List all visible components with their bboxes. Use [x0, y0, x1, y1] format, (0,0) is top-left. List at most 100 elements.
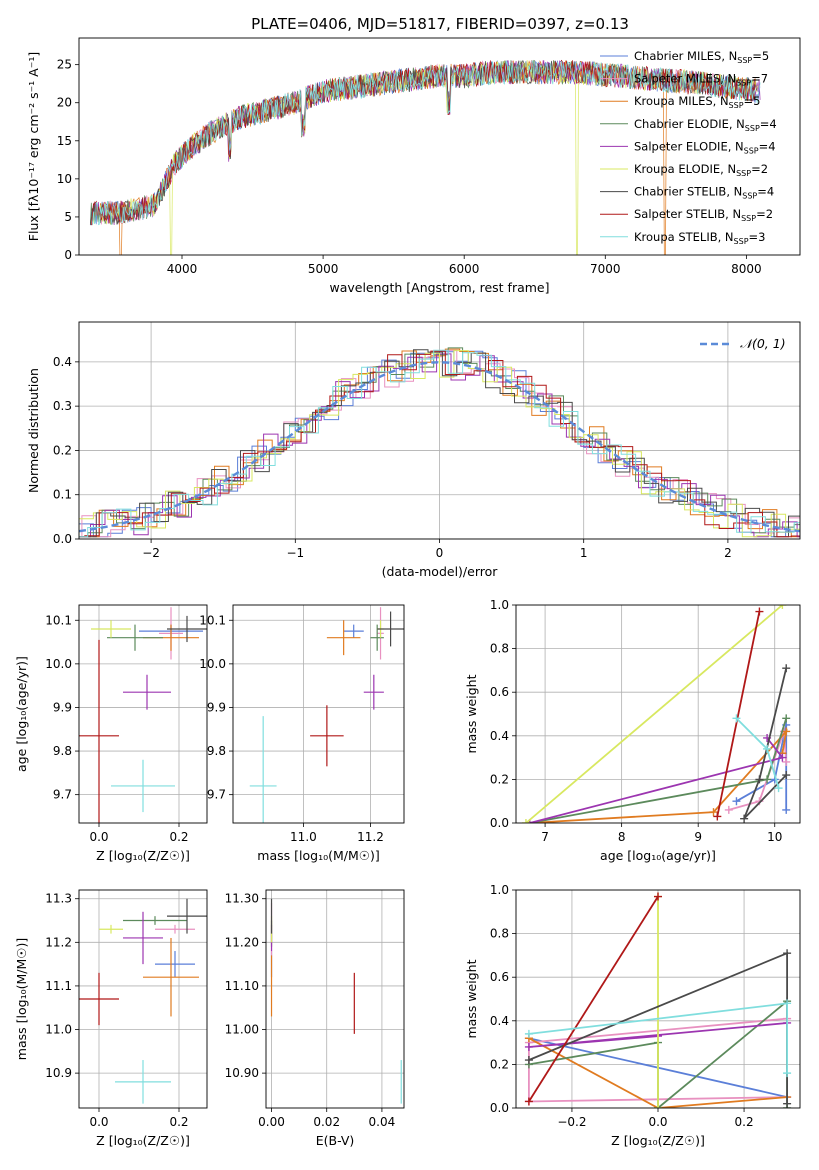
plot-area — [79, 890, 207, 1108]
weight-marker — [732, 797, 741, 806]
weight-marker — [778, 605, 787, 609]
tick-label-y: 0.6 — [490, 970, 509, 984]
errorbar-point — [155, 951, 195, 978]
tick-label-x: 0.0 — [648, 1115, 667, 1129]
tick-label-y: 9.7 — [53, 788, 72, 802]
legend-entry: Chabrier MILES, NSSP=5 — [634, 49, 769, 65]
errorbar-point — [167, 898, 207, 934]
errorbar-point — [310, 705, 344, 767]
legend-subscript: SSP — [741, 214, 756, 223]
axes-frame — [515, 889, 801, 1109]
weight-line — [528, 896, 659, 1102]
spectrum-line — [89, 59, 758, 226]
histogram-step — [79, 353, 800, 538]
weight-marker — [783, 999, 792, 1008]
tick-label-y: 0.8 — [490, 927, 509, 941]
tick-label-y: 10.0 — [45, 657, 72, 671]
normal-curve — [79, 361, 800, 533]
tick-label-y: 15 — [57, 134, 72, 148]
tick-label-x: 0.0 — [89, 1115, 108, 1129]
tick-label-y: 11.1 — [45, 979, 72, 993]
axis-label-x: Z [log₁₀(Z/Z☉)] — [96, 1133, 190, 1148]
weight-marker — [740, 814, 749, 823]
weight-marker — [654, 1104, 662, 1108]
weight-line — [528, 1037, 788, 1108]
legend-entry: Kroupa ELODIE, NSSP=2 — [634, 162, 768, 178]
panel-spectrum: 4000 5000 6000 7000 8000 0 5 10 15 20 25 wavelength… — [26, 37, 801, 295]
weight-marker — [783, 1069, 792, 1078]
tick-label-y: 0 — [64, 248, 72, 262]
tick-label-x: 5000 — [308, 262, 339, 276]
plot-area — [266, 890, 404, 1108]
errorbar-point — [99, 924, 123, 934]
axis-label-x: mass [log₁₀(M/M☉)] — [257, 848, 379, 863]
tick-label-x: 0.2 — [169, 830, 188, 844]
legend-subscript: SSP — [736, 169, 751, 178]
figure-title: PLATE=0406, MJD=51817, FIBERID=0397, z=0… — [251, 15, 629, 33]
tick-label-y: 11.00 — [225, 1023, 259, 1037]
tick-label-x: 9 — [694, 830, 702, 844]
legend-value: =7 — [751, 72, 768, 86]
panel-weight-vs-age: 7 8 9 10 0.0 0.2 0.4 0.6 0.8 1.0 age [log₁₀(age/yr… — [464, 598, 801, 863]
legend-subscript: SSP — [736, 79, 751, 88]
spectrum-line — [92, 60, 761, 226]
panel-residuals: −2 −1 0 1 2 0.0 0.1 0.2 0.3 0.4 (data-model)/error… — [26, 321, 801, 579]
tick-label-y: 11.20 — [225, 935, 259, 949]
tick-label-x: −2 — [142, 546, 160, 560]
weight-marker — [732, 714, 741, 723]
errorbar-point — [326, 620, 361, 656]
legend-value: =4 — [757, 185, 774, 199]
legend-subscript: SSP — [744, 146, 759, 155]
axis-label-y: mass weight — [464, 959, 479, 1038]
panel-age-vs-Z: 0.0 0.2 9.7 9.8 9.9 10.0 10.1 Z [log₁₀(Z/Z☉)] ag… — [14, 604, 208, 863]
legend-entry: Salpeter MILES, NSSP=7 — [634, 72, 768, 88]
tick-label-y: 0.0 — [490, 816, 509, 830]
tick-label-y: 11.30 — [225, 892, 259, 906]
weight-marker — [782, 727, 791, 736]
tick-label-y: 11.2 — [45, 935, 72, 949]
weight-marker — [524, 1056, 533, 1065]
weight-marker — [524, 1029, 533, 1038]
axes-frame — [78, 604, 208, 824]
tick-label-y: 9.7 — [207, 788, 226, 802]
weight-marker — [755, 607, 764, 616]
axis-label-y: Flux [fλ10⁻¹⁷ erg cm⁻² s⁻¹ A⁻¹] — [26, 52, 41, 241]
errorbar-point — [123, 916, 187, 925]
axes-frame — [265, 889, 405, 1109]
tick-label-x: 11.0 — [290, 830, 317, 844]
histogram-step — [79, 349, 800, 538]
legend-entry: 𝒩(0, 1) — [740, 336, 786, 351]
errorbar-point — [167, 615, 207, 643]
weight-marker — [713, 812, 722, 821]
axis-label-y: mass weight — [464, 674, 479, 753]
weight-marker — [524, 1097, 533, 1106]
tick-label-y: 0.6 — [490, 685, 509, 699]
tick-label-x: 0.0 — [89, 830, 108, 844]
legend-entry: Kroupa STELIB, NSSP=3 — [634, 230, 765, 246]
errorbar-point — [123, 674, 171, 710]
tick-label-y: 20 — [57, 96, 72, 110]
tick-label-x: −0.2 — [557, 1115, 586, 1129]
legend-value: =4 — [759, 139, 776, 153]
tick-label-y: 10.1 — [199, 613, 226, 627]
histogram-step — [79, 347, 800, 538]
legend-value: =5 — [744, 94, 761, 108]
legend-subscript: SSP — [742, 192, 757, 201]
weight-marker — [783, 949, 792, 958]
axes-frame — [515, 604, 801, 824]
tick-label-y: 11.3 — [45, 892, 72, 906]
weight-marker — [774, 784, 783, 793]
tick-label-x: 6000 — [449, 262, 480, 276]
legend-value: =2 — [751, 162, 768, 176]
tick-label-x: 0 — [436, 546, 444, 560]
legend-value: =4 — [760, 117, 777, 131]
weight-line — [743, 667, 788, 820]
tick-label-y: 11.10 — [225, 979, 259, 993]
weight-marker — [782, 757, 791, 766]
tick-label-y: 0.0 — [490, 1101, 509, 1115]
weight-line — [529, 728, 788, 823]
panel-weight-vs-Z: −0.2 0.0 0.2 0.0 0.2 0.4 0.6 0.8 1.0 Z [log₁₀(Z/Z… — [464, 883, 801, 1148]
tick-label-x: 10 — [767, 830, 782, 844]
weight-marker — [709, 808, 718, 817]
